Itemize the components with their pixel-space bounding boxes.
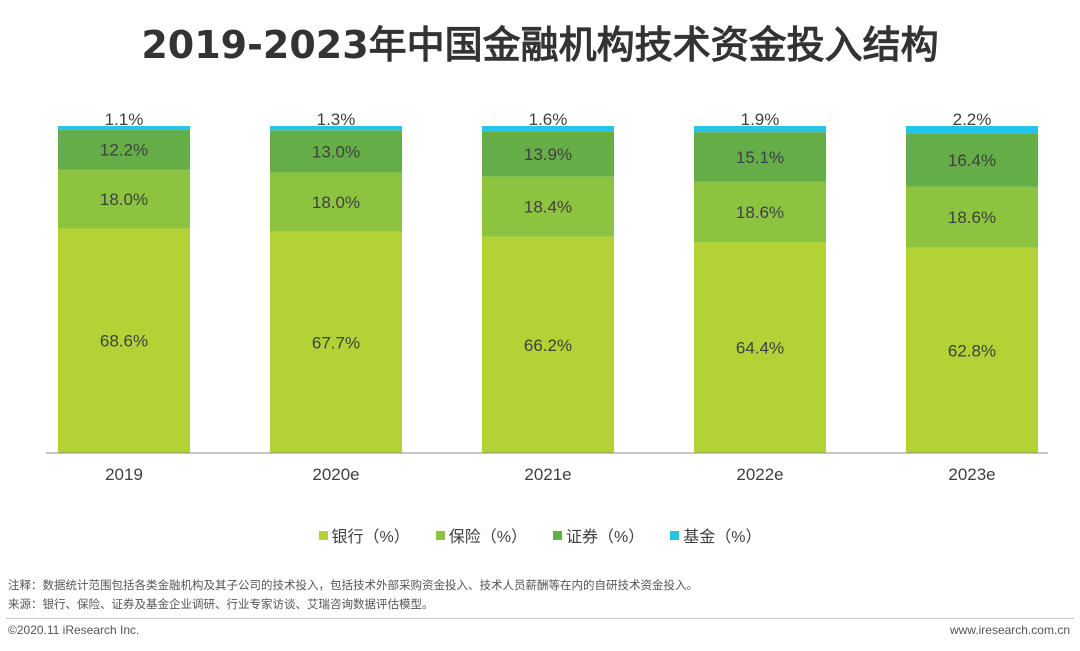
x-tick-label-2021e: 2021e bbox=[524, 465, 571, 484]
data-label-fund-2022e: 1.9% bbox=[741, 110, 780, 129]
data-label-bank-2019: 68.6% bbox=[100, 332, 148, 351]
data-label-securities-2021e: 13.9% bbox=[524, 145, 572, 164]
x-tick-label-2022e: 2022e bbox=[736, 465, 783, 484]
bar-insurance-2023e bbox=[906, 186, 1038, 248]
x-tick-label-2023e: 2023e bbox=[948, 465, 995, 484]
data-label-securities-2019: 12.2% bbox=[100, 141, 148, 160]
legend-label-bank: 银行（%） bbox=[331, 529, 410, 546]
legend-label-insurance: 保险（%） bbox=[448, 529, 527, 546]
data-label-fund-2019: 1.1% bbox=[105, 110, 144, 129]
bar-bank-2022e bbox=[694, 242, 826, 453]
data-label-insurance-2020e: 18.0% bbox=[312, 193, 360, 212]
data-label-bank-2020e: 67.7% bbox=[312, 333, 360, 352]
bar-fund-2020e bbox=[270, 126, 402, 131]
data-label-bank-2022e: 64.4% bbox=[736, 339, 784, 358]
bar-bank-2020e bbox=[270, 231, 402, 453]
data-label-bank-2021e: 66.2% bbox=[524, 336, 572, 355]
bar-bank-2023e bbox=[906, 247, 1038, 453]
bar-fund-2019 bbox=[58, 126, 190, 130]
data-label-securities-2020e: 13.0% bbox=[312, 143, 360, 162]
x-tick-label-2020e: 2020e bbox=[312, 465, 359, 484]
footer-website[interactable]: www.iresearch.com.cn bbox=[949, 623, 1070, 637]
data-label-insurance-2023e: 18.6% bbox=[948, 208, 996, 227]
bar-insurance-2022e bbox=[694, 181, 826, 243]
bar-securities-2021e bbox=[482, 131, 614, 177]
legend-swatch-bank bbox=[318, 530, 328, 540]
data-label-insurance-2022e: 18.6% bbox=[736, 203, 784, 222]
data-label-insurance-2021e: 18.4% bbox=[524, 198, 572, 217]
bar-securities-2022e bbox=[694, 132, 826, 182]
data-label-bank-2023e: 62.8% bbox=[948, 341, 996, 360]
bar-bank-2019 bbox=[58, 228, 190, 453]
data-label-insurance-2019: 18.0% bbox=[100, 190, 148, 209]
legend: 银行（%） 保险（%） 证券（%） 基金（%） bbox=[0, 523, 1080, 547]
legend-item-fund: 基金（%） bbox=[670, 523, 761, 547]
bar-securities-2019 bbox=[58, 129, 190, 170]
data-label-securities-2022e: 15.1% bbox=[736, 148, 784, 167]
bar-insurance-2020e bbox=[270, 172, 402, 232]
legend-label-securities: 证券（%） bbox=[566, 529, 645, 546]
data-label-securities-2023e: 16.4% bbox=[948, 151, 996, 170]
data-label-fund-2021e: 1.6% bbox=[529, 110, 568, 129]
legend-swatch-insurance bbox=[435, 530, 445, 540]
stacked-bar-chart: 68.6% 18.0% 12.2% 1.1% 2019 67.7% 18.0% 13.0% 1.… bbox=[46, 110, 1048, 484]
x-tick-label-2019: 2019 bbox=[105, 465, 143, 484]
data-label-fund-2023e: 2.2% bbox=[953, 110, 992, 129]
bar-bank-2021e bbox=[482, 236, 614, 453]
bar-securities-2020e bbox=[270, 130, 402, 173]
bar-insurance-2021e bbox=[482, 176, 614, 237]
chart-title: 2019-2023年中国金融机构技术资金投入结构 bbox=[141, 23, 939, 67]
chart-source: 来源：银行、保险、证券及基金企业调研、行业专家访谈、艾瑞咨询数据评估模型。 bbox=[8, 597, 434, 611]
bar-fund-2023e bbox=[906, 126, 1038, 134]
legend-item-insurance: 保险（%） bbox=[435, 523, 527, 547]
bar-fund-2021e bbox=[482, 126, 614, 132]
bar-securities-2023e bbox=[906, 133, 1038, 187]
legend-label-fund: 基金（%） bbox=[683, 529, 762, 546]
chart-note: 注释：数据统计范围包括各类金融机构及其子公司的技术投入，包括技术外部采购资金投入… bbox=[8, 578, 698, 592]
legend-swatch-securities bbox=[553, 530, 562, 540]
bar-fund-2022e bbox=[694, 126, 826, 133]
footer-divider bbox=[6, 618, 1074, 619]
legend-item-bank: 银行（%） bbox=[318, 523, 410, 547]
legend-item-securities: 证券（%） bbox=[553, 523, 644, 547]
footer-copyright: ©2020.11 iResearch Inc. bbox=[8, 623, 140, 637]
legend-swatch-fund bbox=[670, 530, 680, 540]
bar-insurance-2019 bbox=[58, 169, 190, 229]
data-label-fund-2020e: 1.3% bbox=[317, 110, 356, 129]
